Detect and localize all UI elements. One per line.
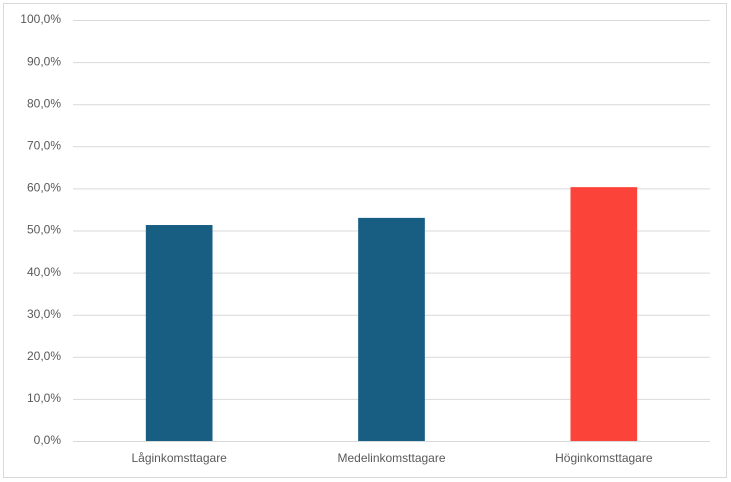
bar xyxy=(570,187,638,441)
bar xyxy=(145,225,213,441)
y-tick-label: 20,0% xyxy=(27,349,61,363)
y-tick-label: 100,0% xyxy=(20,12,61,26)
y-tick-label: 80,0% xyxy=(27,96,61,110)
y-tick-label: 40,0% xyxy=(27,265,61,279)
x-tick-label: Låginkomsttagare xyxy=(131,451,227,465)
y-tick-label: 0,0% xyxy=(34,433,62,447)
y-tick-label: 70,0% xyxy=(27,138,61,152)
y-tick-label: 90,0% xyxy=(27,54,61,68)
y-tick-label: 30,0% xyxy=(27,307,61,321)
y-tick-label: 50,0% xyxy=(27,223,61,237)
y-tick-label: 10,0% xyxy=(27,391,61,405)
y-tick-label: 60,0% xyxy=(27,181,61,195)
x-tick-label: Medelinkomsttagare xyxy=(337,451,445,465)
x-tick-label: Höginkomsttagare xyxy=(555,451,653,465)
bar xyxy=(358,217,425,441)
